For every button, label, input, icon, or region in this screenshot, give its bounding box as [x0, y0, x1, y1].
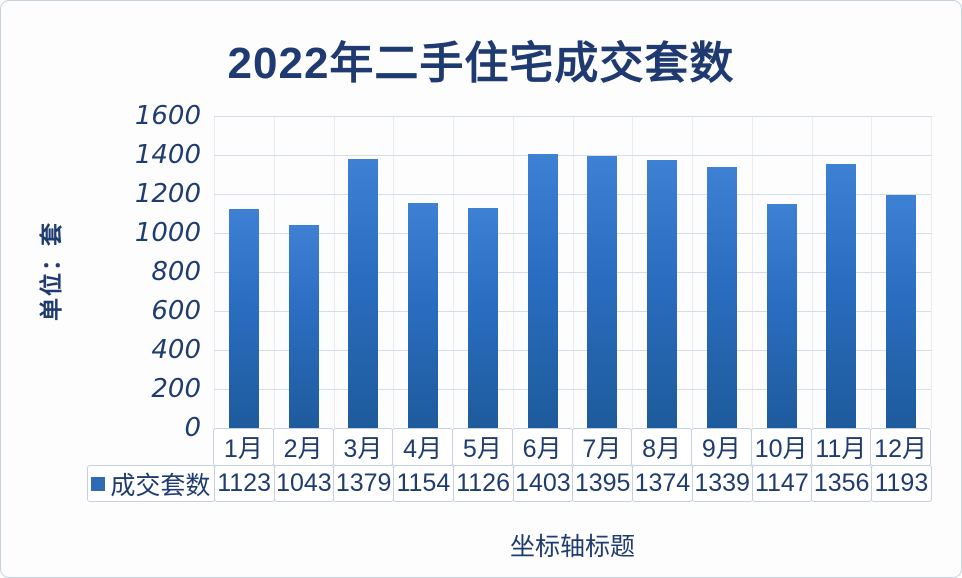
- horizontal-gridline: [214, 194, 931, 195]
- month-header-cell: 10月: [750, 428, 812, 466]
- month-header-cell: 1月: [213, 428, 274, 466]
- month-header-cell: 5月: [452, 428, 513, 466]
- month-header-cell: 2月: [272, 428, 334, 466]
- month-header-cell: 8月: [631, 428, 692, 466]
- value-cell: 1154: [393, 465, 454, 502]
- bar-3月: [348, 159, 379, 428]
- month-header-cell: 7月: [571, 428, 633, 466]
- bar-1月: [228, 209, 259, 428]
- bar-6月: [527, 154, 558, 428]
- month-header-cell: 6月: [511, 428, 573, 466]
- bar-5月: [467, 208, 498, 428]
- value-cell: 1374: [632, 465, 693, 502]
- plot-area: [214, 116, 932, 428]
- vertical-gridline: [931, 116, 932, 428]
- value-cell: 1147: [751, 465, 813, 502]
- month-header-cell: 9月: [691, 428, 752, 466]
- value-cell: 1043: [273, 465, 335, 502]
- horizontal-gridline: [214, 389, 931, 390]
- bar-12月: [886, 195, 917, 428]
- value-cell: 1339: [691, 465, 753, 502]
- bar-4月: [408, 202, 439, 428]
- horizontal-gridline: [214, 155, 931, 156]
- bar-7月: [587, 155, 618, 428]
- bar-10月: [766, 204, 797, 428]
- month-header-cell: 4月: [392, 428, 453, 466]
- value-cell: 1356: [811, 465, 872, 502]
- y-axis-title: 单位：套: [38, 221, 64, 321]
- month-header-cell: 3月: [332, 428, 394, 466]
- bar-8月: [647, 160, 678, 428]
- bar-2月: [288, 224, 319, 428]
- horizontal-gridline: [214, 272, 931, 273]
- x-axis-title: 坐标轴标题: [509, 533, 635, 561]
- legend-label: 成交套数: [110, 471, 211, 500]
- y-axis-tick-label: 0: [184, 413, 201, 443]
- y-axis-tick-label: 200: [151, 374, 201, 404]
- month-header-cell: 12月: [870, 428, 931, 466]
- horizontal-gridline: [214, 350, 931, 351]
- y-axis-tick-label: 800: [151, 257, 201, 287]
- value-cell: 1123: [213, 465, 275, 502]
- horizontal-gridline: [214, 116, 931, 117]
- y-axis-tick-label: 600: [151, 296, 201, 326]
- legend-marker-icon: [91, 476, 106, 491]
- month-header-row: 1月 2月 3月 4月 5月 6月 7月 8月 9月 10月 11月 12月: [213, 428, 931, 466]
- y-axis-tick-label: 400: [151, 335, 201, 365]
- horizontal-gridline: [214, 233, 931, 234]
- chart-title: 2022年二手住宅成交套数: [227, 39, 735, 88]
- value-cell: 1395: [572, 465, 633, 502]
- y-axis-tick-label: 1200: [134, 179, 201, 209]
- y-axis-tick-label: 1000: [134, 218, 201, 248]
- legend-cell: 成交套数: [87, 465, 215, 502]
- y-axis-tick-label: 1400: [134, 140, 201, 170]
- value-cell: 1193: [871, 465, 932, 502]
- horizontal-gridline: [214, 311, 931, 312]
- month-header-cell: 11月: [810, 428, 872, 466]
- value-cell: 1379: [333, 465, 394, 502]
- value-cell: 1126: [452, 465, 514, 502]
- data-table-value-row: 成交套数 1123 1043 1379 1154 1126 1403 1395 1374 133…: [87, 465, 932, 502]
- bar-11月: [826, 163, 857, 428]
- bar-9月: [706, 166, 737, 428]
- y-axis-tick-label: 1600: [134, 101, 201, 131]
- value-cell: 1403: [512, 465, 574, 502]
